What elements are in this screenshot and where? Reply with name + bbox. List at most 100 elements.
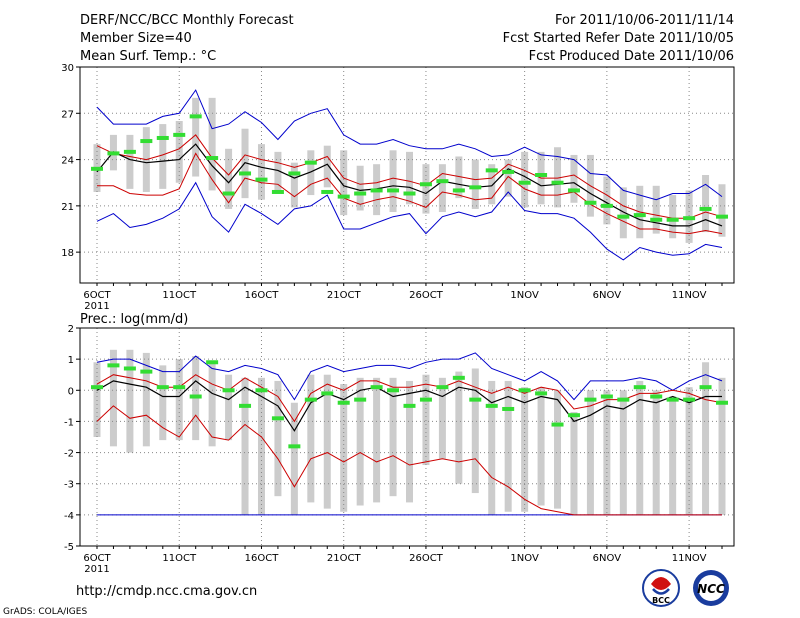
prec-observed-13 (304, 397, 317, 402)
prec-box-0 (93, 362, 101, 437)
temp-ytick-label-3: 27 (61, 109, 74, 120)
prec-box-30 (586, 390, 594, 515)
temp-observed-16 (354, 191, 367, 196)
temp-ytick-label-2: 24 (61, 156, 74, 167)
prec-observed-35 (666, 397, 679, 402)
temp-xtick-label-2: 16OCT (245, 290, 280, 301)
temp-observed-3 (140, 139, 153, 144)
prec-xtick-label-6: 6NOV (593, 553, 622, 564)
temp-xtick-label-4: 26OCT (409, 290, 444, 301)
prec-box-28 (554, 390, 562, 509)
prec-observed-34 (650, 394, 663, 399)
temp-box-38 (718, 184, 726, 237)
prec-box-9 (241, 377, 249, 515)
prec-box-37 (702, 362, 710, 515)
prec-ytick-label-3: -2 (64, 449, 74, 460)
temp-observed-36 (683, 216, 696, 221)
prec-box-18 (389, 377, 397, 497)
prec-observed-6 (189, 394, 202, 399)
temp-box-21 (438, 164, 446, 213)
temp-observed-2 (123, 149, 136, 154)
temp-observed-5 (173, 132, 186, 137)
prec-observed-20 (419, 397, 432, 402)
temp-observed-26 (518, 180, 531, 185)
prec-xtick-label-4: 26OCT (409, 553, 444, 564)
temp-observed-17 (370, 188, 383, 193)
footer-url[interactable]: http://cmdp.ncc.cma.gov.cn (76, 584, 257, 599)
prec-observed-30 (584, 397, 597, 402)
temp-box-14 (323, 145, 331, 188)
temp-box-29 (570, 154, 578, 203)
temp-observed-25 (502, 169, 515, 174)
prec-ytick-label-1: -4 (64, 511, 74, 522)
prec-observed-11 (271, 416, 284, 421)
prec-box-20 (422, 374, 430, 466)
prec-observed-23 (469, 397, 482, 402)
prec-xtick-year-0: 2011 (84, 564, 109, 575)
prec-observed-38 (716, 400, 728, 405)
prec-box-22 (455, 371, 463, 484)
temp-observed-6 (189, 114, 202, 119)
prec-observed-22 (452, 375, 465, 380)
header-title: DERF/NCC/BCC Monthly Forecast (80, 13, 294, 28)
prec-xtick-label-1: 11OCT (162, 553, 197, 564)
prec-box-12 (290, 402, 298, 515)
temp-box-34 (652, 185, 660, 234)
temp-xtick-label-1: 11OCT (162, 290, 197, 301)
bcc-logo-text: BCC (652, 596, 670, 605)
prec-frame (79, 327, 735, 547)
prec-observed-4 (156, 385, 169, 390)
prec-box-7 (208, 362, 216, 447)
prec-box-24 (488, 380, 496, 515)
temp-observed-20 (419, 182, 432, 187)
prec-box-35 (669, 396, 677, 515)
temp-max-line (96, 89, 723, 201)
prec-observed-0 (91, 385, 103, 390)
prec-xtick-label-0: 6OCT (83, 553, 111, 564)
temp-observed-8 (222, 191, 235, 196)
prec-box-2 (126, 349, 134, 453)
ncc-logo: NCC (693, 570, 729, 606)
prec-box-4 (159, 365, 167, 441)
temp-frame (79, 66, 735, 284)
temp-box-15 (340, 150, 348, 216)
prec-observed-29 (567, 413, 580, 418)
prec-observed-33 (633, 385, 646, 390)
temp-observed-23 (469, 185, 482, 190)
prec-box-8 (225, 374, 233, 441)
prec-box-5 (175, 359, 183, 441)
prec-xtick-label-5: 1NOV (510, 553, 539, 564)
prec-box-26 (521, 387, 529, 512)
temp-observed-31 (600, 203, 613, 208)
temp-xtick-label-0: 6OCT (83, 290, 111, 301)
prec-box-19 (406, 380, 413, 503)
temp-box-24 (488, 164, 496, 205)
prec-observed-28 (551, 422, 564, 427)
prec-observed-16 (354, 397, 367, 402)
header-member-size: Member Size=40 (80, 31, 192, 46)
prec-observed-25 (502, 406, 515, 411)
temp-box-13 (307, 150, 315, 196)
prec-box-27 (537, 387, 545, 506)
prec-ytick-label-4: -1 (64, 417, 74, 428)
temp-observed-28 (551, 180, 564, 185)
temp-box-12 (290, 162, 298, 208)
footer-credit: GrADS: COLA/IGES (3, 607, 87, 617)
precip-panel-title: Prec.: log(mm/d) (80, 312, 188, 327)
prec-observed-1 (107, 363, 120, 368)
temp-observed-32 (617, 214, 630, 219)
prec-mean-line (96, 380, 722, 432)
temp-observed-24 (485, 168, 498, 173)
temp-ytick-label-1: 21 (61, 202, 74, 213)
temp-mean-line (96, 143, 723, 227)
prec-xtick-label-7: 11NOV (672, 553, 707, 564)
prec-ytick-label-0: -5 (64, 542, 74, 553)
temp-observed-29 (567, 188, 580, 193)
temp-observed-34 (650, 217, 663, 222)
temp-box-18 (389, 150, 397, 213)
prec-box-36 (685, 387, 693, 515)
prec-observed-21 (436, 385, 449, 390)
temp-observed-27 (535, 173, 548, 177)
prec-observed-37 (699, 385, 712, 390)
